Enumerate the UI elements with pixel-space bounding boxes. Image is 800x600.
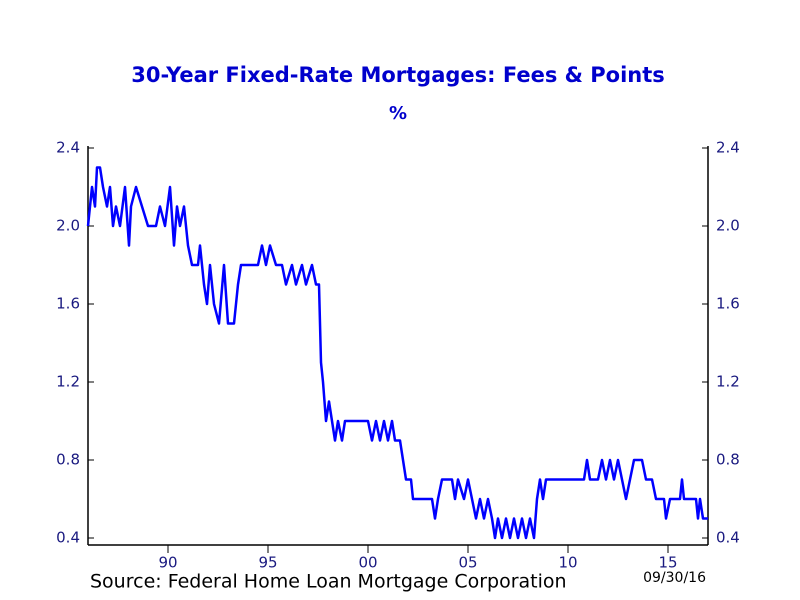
data-line [86, 166, 708, 540]
x-tick-label: 95 [258, 554, 277, 572]
y2-tick-label: 0.8 [716, 451, 740, 469]
y-tick-label: 0.8 [56, 451, 80, 469]
date-note: 09/30/16 [643, 570, 706, 586]
y-tick-label: 0.4 [56, 529, 80, 547]
x-tick-label: 00 [358, 554, 377, 572]
y2-tick-label: 1.6 [716, 295, 740, 313]
x-tick-label: 15 [658, 554, 677, 572]
chart-subtitle: % [389, 103, 407, 124]
chart-title: 30-Year Fixed-Rate Mortgages: Fees & Poi… [131, 63, 665, 87]
source-note: Source: Federal Home Loan Mortgage Corpo… [90, 571, 567, 593]
x-tick-label: 90 [158, 554, 177, 572]
y2-tick-label: 0.4 [716, 529, 740, 547]
y-tick-label: 1.6 [56, 295, 80, 313]
y2-tick-label: 1.2 [716, 373, 740, 391]
x-tick-label: 10 [558, 554, 577, 572]
y-tick-label: 2.0 [56, 217, 80, 235]
y2-tick-label: 2.4 [716, 139, 740, 157]
x-tick-label: 05 [458, 554, 477, 572]
y-tick-label: 1.2 [56, 373, 80, 391]
y2-tick-label: 2.0 [716, 217, 740, 235]
y-tick-label: 2.4 [56, 139, 80, 157]
